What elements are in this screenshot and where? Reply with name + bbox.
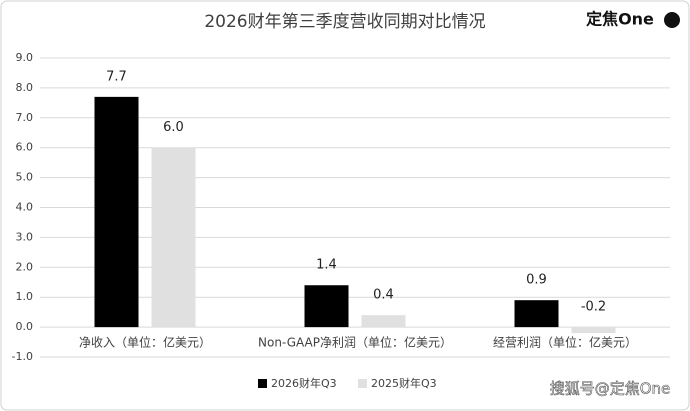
bar	[361, 315, 406, 328]
logo-icon	[664, 12, 680, 28]
data-label: 1.4	[316, 258, 337, 273]
y-tick-label: 6.0	[16, 141, 34, 154]
x-tick-label: Non-GAAP净利润（单位：亿美元）	[258, 335, 452, 350]
legend-label: 2026财年Q3	[271, 376, 337, 390]
legend-swatch	[258, 379, 267, 388]
x-tick-label: 经营利润（单位：亿美元）	[493, 335, 637, 350]
y-tick-label: 4.0	[16, 201, 34, 214]
data-label: 6.0	[163, 120, 184, 135]
y-tick-label: 7.0	[16, 111, 34, 124]
y-tick-label: 8.0	[16, 81, 34, 94]
legend-label: 2025财年Q3	[371, 376, 437, 390]
y-tick-label: 9.0	[16, 51, 34, 64]
data-label: 7.7	[106, 69, 127, 84]
bar	[94, 96, 139, 328]
data-label: -0.2	[581, 300, 606, 315]
bar	[571, 327, 616, 334]
y-tick-label: 3.0	[16, 230, 34, 243]
bar	[514, 300, 559, 328]
watermark: 搜狐号@定焦One	[550, 380, 671, 398]
y-tick-label: -1.0	[12, 350, 33, 363]
bar	[304, 285, 349, 328]
y-tick-label: 0.0	[16, 320, 34, 333]
bar	[151, 147, 196, 328]
y-tick-label: 1.0	[16, 290, 34, 303]
chart-title: 2026财年第三季度营收同期对比情况	[204, 12, 485, 32]
logo: 定焦One	[585, 10, 654, 29]
x-tick-label: 净收入（单位：亿美元）	[79, 335, 211, 350]
data-label: 0.9	[526, 273, 547, 288]
y-tick-label: 5.0	[16, 171, 34, 184]
y-tick-label: 2.0	[16, 260, 34, 273]
data-label: 0.4	[373, 288, 394, 303]
legend-swatch	[358, 379, 367, 388]
